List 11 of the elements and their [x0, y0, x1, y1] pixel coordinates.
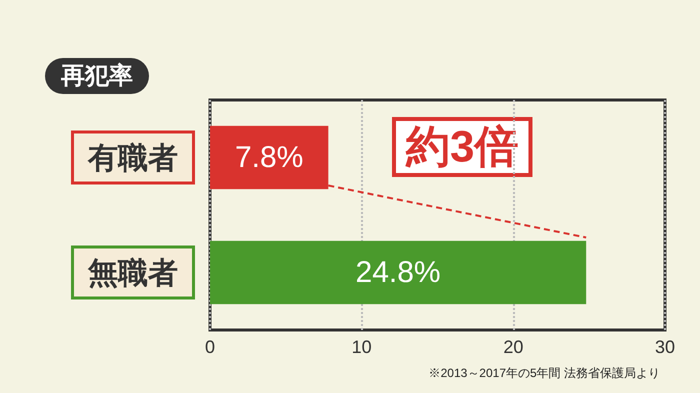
x-tick-label: 20 [503, 337, 524, 357]
x-tick-label: 10 [352, 337, 372, 357]
x-tick-label: 0 [204, 337, 216, 357]
y-tick-label: 有職者 [87, 142, 178, 175]
data-label: 7.8% [234, 141, 304, 174]
y-tick-label: 無職者 [87, 257, 178, 290]
chart-title: 再犯率 [60, 62, 133, 90]
data-label: 24.8% [356, 256, 441, 289]
text: ※2013～2017年の5年間 法務省保護局より [428, 366, 660, 380]
annotation: 約3倍 [405, 122, 518, 172]
x-tick-label: 30 [654, 337, 676, 357]
